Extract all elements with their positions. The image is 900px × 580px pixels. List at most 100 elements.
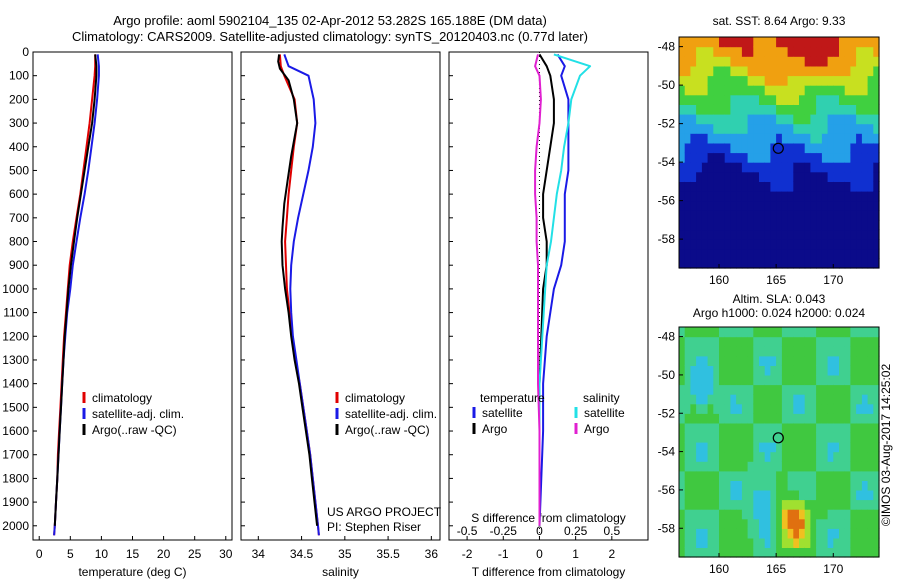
map-cell: [781, 432, 789, 443]
map-cell: [839, 75, 846, 86]
map-cell: [861, 85, 869, 96]
map-cell: [793, 85, 800, 96]
map-cell: [719, 384, 726, 395]
map-cell: [753, 229, 760, 240]
map-cell: [787, 229, 794, 240]
map-cell: [781, 422, 789, 433]
map-cell: [827, 75, 834, 86]
map-cell: [793, 200, 800, 211]
map-cell: [747, 94, 754, 105]
x-tick-label: 1: [572, 547, 579, 561]
map-cell: [701, 442, 709, 453]
map-cell: [759, 509, 766, 520]
map-cell: [827, 394, 834, 405]
map-cell: [719, 181, 726, 192]
map-cell: [736, 56, 743, 67]
x-tick-label: 0: [536, 547, 543, 561]
map-cell: [787, 528, 794, 539]
map-cell: [724, 470, 731, 481]
map-cell: [776, 509, 783, 520]
plot-frame: [32, 51, 233, 541]
map-cell: [696, 104, 703, 115]
map-cell: [850, 384, 857, 395]
map-cell: [776, 56, 783, 67]
map-cell: [730, 162, 737, 173]
map-cell: [861, 489, 869, 501]
map-cell: [747, 336, 754, 347]
map-cell: [741, 432, 749, 443]
map-cell: [861, 384, 869, 395]
map-cell: [844, 181, 851, 192]
map-cell: [724, 152, 731, 163]
map-cell: [719, 200, 726, 211]
map-cell: [719, 509, 726, 520]
map-cell: [816, 384, 823, 395]
map-cell: [867, 65, 874, 77]
map-cell: [690, 355, 697, 366]
map-cell: [844, 94, 851, 105]
map-cell: [684, 75, 691, 86]
map-cell: [839, 181, 846, 192]
map-cell: [730, 85, 737, 96]
map-cell: [741, 46, 749, 57]
map-cell: [781, 85, 789, 96]
map-cell: [781, 365, 789, 376]
map-cell: [759, 528, 766, 539]
map-cell: [690, 239, 697, 250]
map-cell: [696, 229, 703, 240]
map-cell: [719, 489, 726, 501]
map-cell: [821, 152, 829, 163]
map-cell: [707, 442, 714, 453]
map-cell: [679, 442, 686, 453]
map-cell: [821, 258, 829, 269]
map-cell: [804, 374, 811, 386]
map-cell: [741, 239, 749, 250]
map-cell: [719, 480, 726, 491]
map-cell: [827, 461, 834, 472]
map-cell: [759, 384, 766, 395]
map-cell: [679, 248, 686, 259]
map-cell: [719, 422, 726, 433]
map-cell: [730, 480, 737, 491]
map-cell: [759, 162, 766, 173]
map-cell: [764, 518, 771, 529]
map-cell: [696, 56, 703, 67]
map-cell: [839, 171, 846, 182]
map-cell: [873, 537, 880, 548]
map-cell: [724, 461, 731, 472]
map-cell: [696, 327, 703, 338]
map-cell: [799, 133, 806, 144]
map-cell: [696, 374, 703, 386]
map-cell: [867, 480, 874, 491]
map-cell: [724, 547, 731, 558]
map-cell: [827, 85, 834, 96]
map-cell: [821, 346, 829, 357]
map-cell: [839, 46, 846, 57]
map-cell: [713, 327, 720, 338]
map-cell: [781, 489, 789, 501]
map-cell: [741, 133, 749, 144]
map-cell: [747, 384, 754, 395]
map-cell: [730, 258, 737, 269]
map-cell: [839, 403, 846, 414]
map-cell: [856, 403, 863, 414]
map-cell: [833, 413, 840, 424]
map-cell: [679, 191, 686, 202]
map-cell: [793, 518, 800, 529]
x-tick-label-secondary: 0.5: [603, 524, 620, 538]
map-cell: [690, 537, 697, 548]
x-tick-label: 0: [36, 547, 43, 561]
map-cell: [724, 75, 731, 86]
map-cell: [764, 229, 771, 240]
map-cell: [821, 85, 829, 96]
map-cell: [793, 480, 800, 491]
map-cell: [707, 94, 714, 105]
map-cell: [787, 394, 794, 405]
map-cell: [873, 461, 880, 472]
map-cell: [861, 442, 869, 453]
map-cell: [856, 537, 863, 548]
map-cell: [856, 384, 863, 395]
map-cell: [861, 104, 869, 115]
map-cell: [747, 327, 754, 338]
map-cell: [781, 413, 789, 424]
